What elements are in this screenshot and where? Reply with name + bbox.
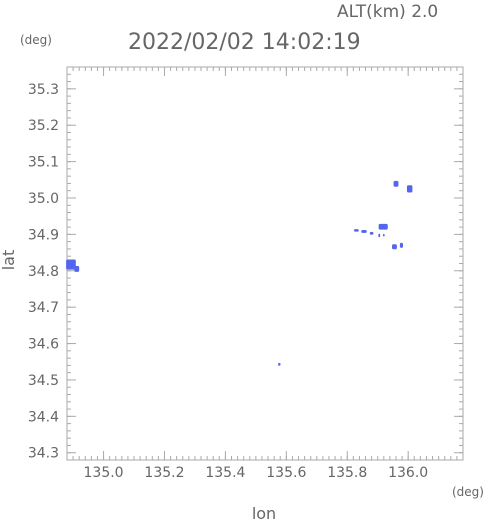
plot-frame [66,66,464,461]
echo-cell [369,231,374,235]
radar-echoes [66,180,413,366]
y-tick-label: 35.1 [28,155,59,171]
y-tick-label: 34.4 [28,409,59,425]
x-tick-label: 135.6 [266,465,306,481]
echo-cell [361,230,367,233]
y-axis-title: lat [0,250,18,271]
y-tick-label: 34.8 [28,264,59,280]
x-tick-label: 136.0 [388,465,428,481]
echo-cell [378,223,388,230]
altitude-label: ALT(km) 2.0 [337,2,438,22]
echo-cell [406,185,413,193]
y-tick-label: 34.3 [28,446,59,462]
echo-cell [353,229,359,232]
x-tick-label: 135.2 [144,465,184,481]
x-axis-title: lon [252,504,276,521]
x-tick-label: 135.8 [327,465,367,481]
echo-cell [378,233,381,238]
y-tick-label: 35.0 [28,191,59,207]
echo-cell [74,266,80,272]
echo-cell [393,180,399,187]
x-unit-label: (deg) [452,485,484,499]
timestamp-title: 2022/02/02 14:02:19 [128,30,361,55]
echo-cell [399,242,403,248]
x-tick-label: 135.0 [84,465,124,481]
echo-cell [66,259,76,270]
y-tick-label: 35.3 [28,82,59,98]
y-tick-label: 34.6 [28,337,59,353]
axis-tick-labels: 135.0 135.2 135.4 135.6 135.8 136.0 34.3 34.4 34… [28,82,428,481]
y-tick-label: 34.5 [28,373,59,389]
y-unit-label: (deg) [20,33,52,47]
echo-cell [382,233,385,237]
x-tick-label: 135.4 [205,465,245,481]
axis-ticks [66,66,464,461]
y-tick-label: 35.2 [28,118,59,134]
y-tick-label: 34.7 [28,300,59,316]
echo-cell [278,362,281,366]
y-tick-label: 34.9 [28,227,59,243]
echo-cell [392,244,397,250]
